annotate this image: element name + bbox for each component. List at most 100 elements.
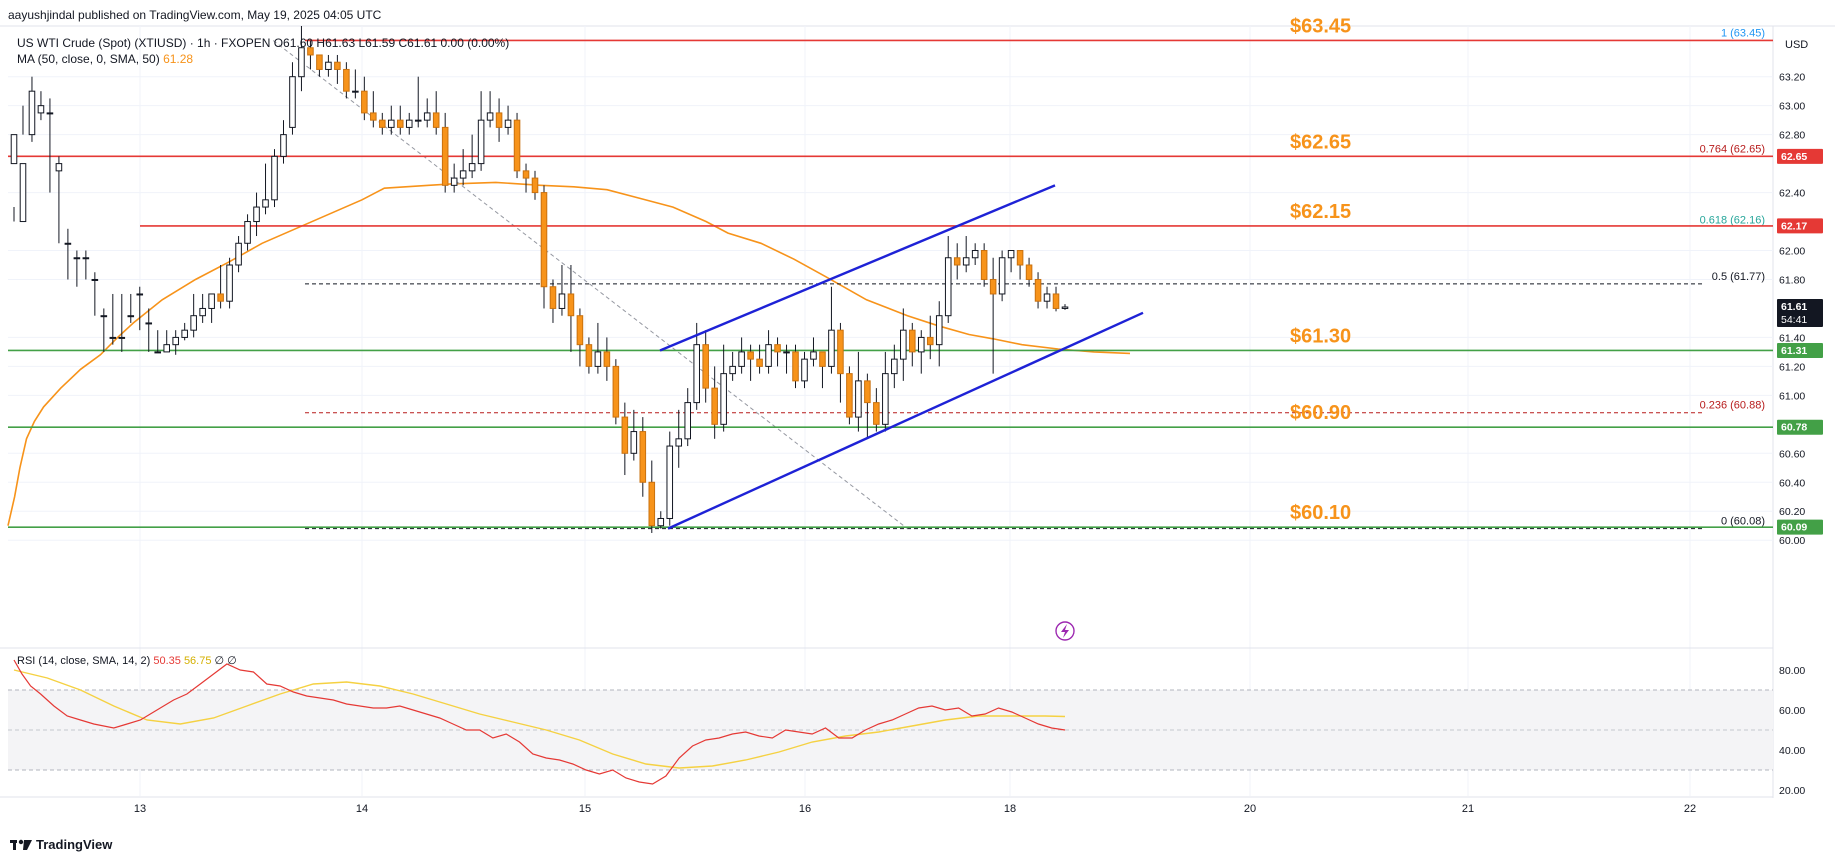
footer-brand-text: TradingView [36, 837, 113, 852]
lightning-event-icon [1055, 621, 1075, 641]
tradingview-logo-icon [10, 839, 32, 850]
axis-price-badge-text: 60.78 [1781, 422, 1807, 434]
candle [648, 460, 656, 533]
candle-body [953, 257, 961, 266]
candle-body [828, 329, 835, 367]
candle [370, 91, 377, 128]
candle [684, 388, 692, 447]
y-tick-label: 62.80 [1779, 130, 1805, 142]
candle-body [531, 177, 539, 194]
candle [873, 388, 880, 432]
candle [855, 351, 862, 432]
candle [28, 76, 36, 142]
candle-body [792, 351, 799, 382]
axis-price-badge [1777, 342, 1823, 358]
y-tick-label: 62.00 [1779, 246, 1805, 258]
axis-price-badge [1777, 519, 1823, 535]
candle [181, 322, 188, 341]
candle-body [819, 351, 826, 367]
candle-body [298, 47, 305, 78]
symbol-name: US WTI Crude (Spot) (XTIUSD) · 1h · FXOP… [17, 36, 271, 50]
candle-body [971, 250, 979, 259]
candle [1025, 257, 1033, 287]
candle [10, 134, 18, 222]
candle-body [352, 90, 359, 93]
candle [46, 98, 54, 193]
candle [720, 344, 727, 432]
candle-body [495, 112, 503, 128]
candle [953, 243, 961, 280]
candle-body [334, 61, 341, 70]
candle [711, 366, 718, 439]
x-tick-label: 18 [1004, 803, 1016, 815]
candle [944, 236, 952, 323]
candle [864, 373, 871, 439]
x-tick-label: 20 [1244, 803, 1256, 815]
candle-body [684, 402, 692, 440]
candle [423, 98, 431, 128]
candle-body [612, 365, 620, 418]
candle [594, 322, 602, 374]
candle-body [747, 351, 754, 360]
candle [935, 301, 943, 367]
candle [621, 402, 629, 476]
candle-body [1034, 278, 1042, 302]
candle-body [962, 257, 970, 266]
candle [783, 344, 790, 374]
rsi-sma-line [13, 669, 1066, 769]
candle [989, 257, 997, 374]
candle [828, 286, 835, 374]
candle-body [316, 54, 323, 70]
candle [208, 293, 215, 323]
y-tick-label: 61.20 [1779, 361, 1805, 373]
candle-body [370, 112, 377, 121]
candle-body [136, 293, 144, 296]
axis-price-badge-text: 62.17 [1781, 220, 1807, 232]
rsi-legend[interactable]: RSI (14, close, SMA, 14, 2) 50.35 56.75 … [17, 654, 237, 667]
channel-lower-line [667, 311, 1144, 530]
rsi-y-tick-label: 20.00 [1779, 785, 1805, 797]
candle [495, 98, 503, 142]
candle-body [217, 293, 224, 302]
x-tick-label: 16 [799, 803, 811, 815]
candle [971, 243, 979, 265]
candle-body [603, 351, 611, 367]
candle [118, 293, 126, 352]
price-pane-bg [8, 26, 1773, 546]
candle-body [459, 170, 467, 179]
price-level-label: $62.15 [1290, 201, 1351, 223]
candle-body [891, 358, 898, 375]
candle-body [289, 76, 296, 128]
candle [549, 279, 557, 323]
candle [361, 76, 368, 121]
candle-body [513, 119, 521, 172]
candle [73, 250, 81, 287]
candle-body [235, 242, 242, 266]
candle-body [387, 119, 395, 128]
candle [432, 91, 440, 135]
candle-body [1025, 264, 1033, 280]
candle-body [199, 307, 206, 317]
candle-body [944, 257, 952, 317]
candle-body [864, 380, 871, 404]
ma-legend[interactable]: MA (50, close, 0, SMA, 50) 61.28 [17, 52, 193, 66]
candle-body [693, 344, 700, 404]
candle [387, 105, 395, 135]
candle [567, 264, 575, 352]
candle [100, 308, 108, 352]
candle-body [441, 126, 449, 186]
candle-body [280, 134, 287, 157]
symbol-legend[interactable]: US WTI Crude (Spot) (XTIUSD) · 1h · FXOP… [17, 36, 509, 50]
candle-body [630, 431, 638, 454]
candle-body [1007, 250, 1015, 259]
candle [738, 337, 745, 374]
candle-body [909, 329, 916, 353]
candle-body [253, 206, 260, 223]
axis-price-badge-text: 61.61 [1781, 301, 1807, 313]
candle-body [522, 170, 530, 179]
candle [747, 344, 754, 381]
candle [280, 120, 287, 164]
candle [199, 293, 206, 323]
axis-price-badge-text: 61.31 [1781, 345, 1807, 357]
